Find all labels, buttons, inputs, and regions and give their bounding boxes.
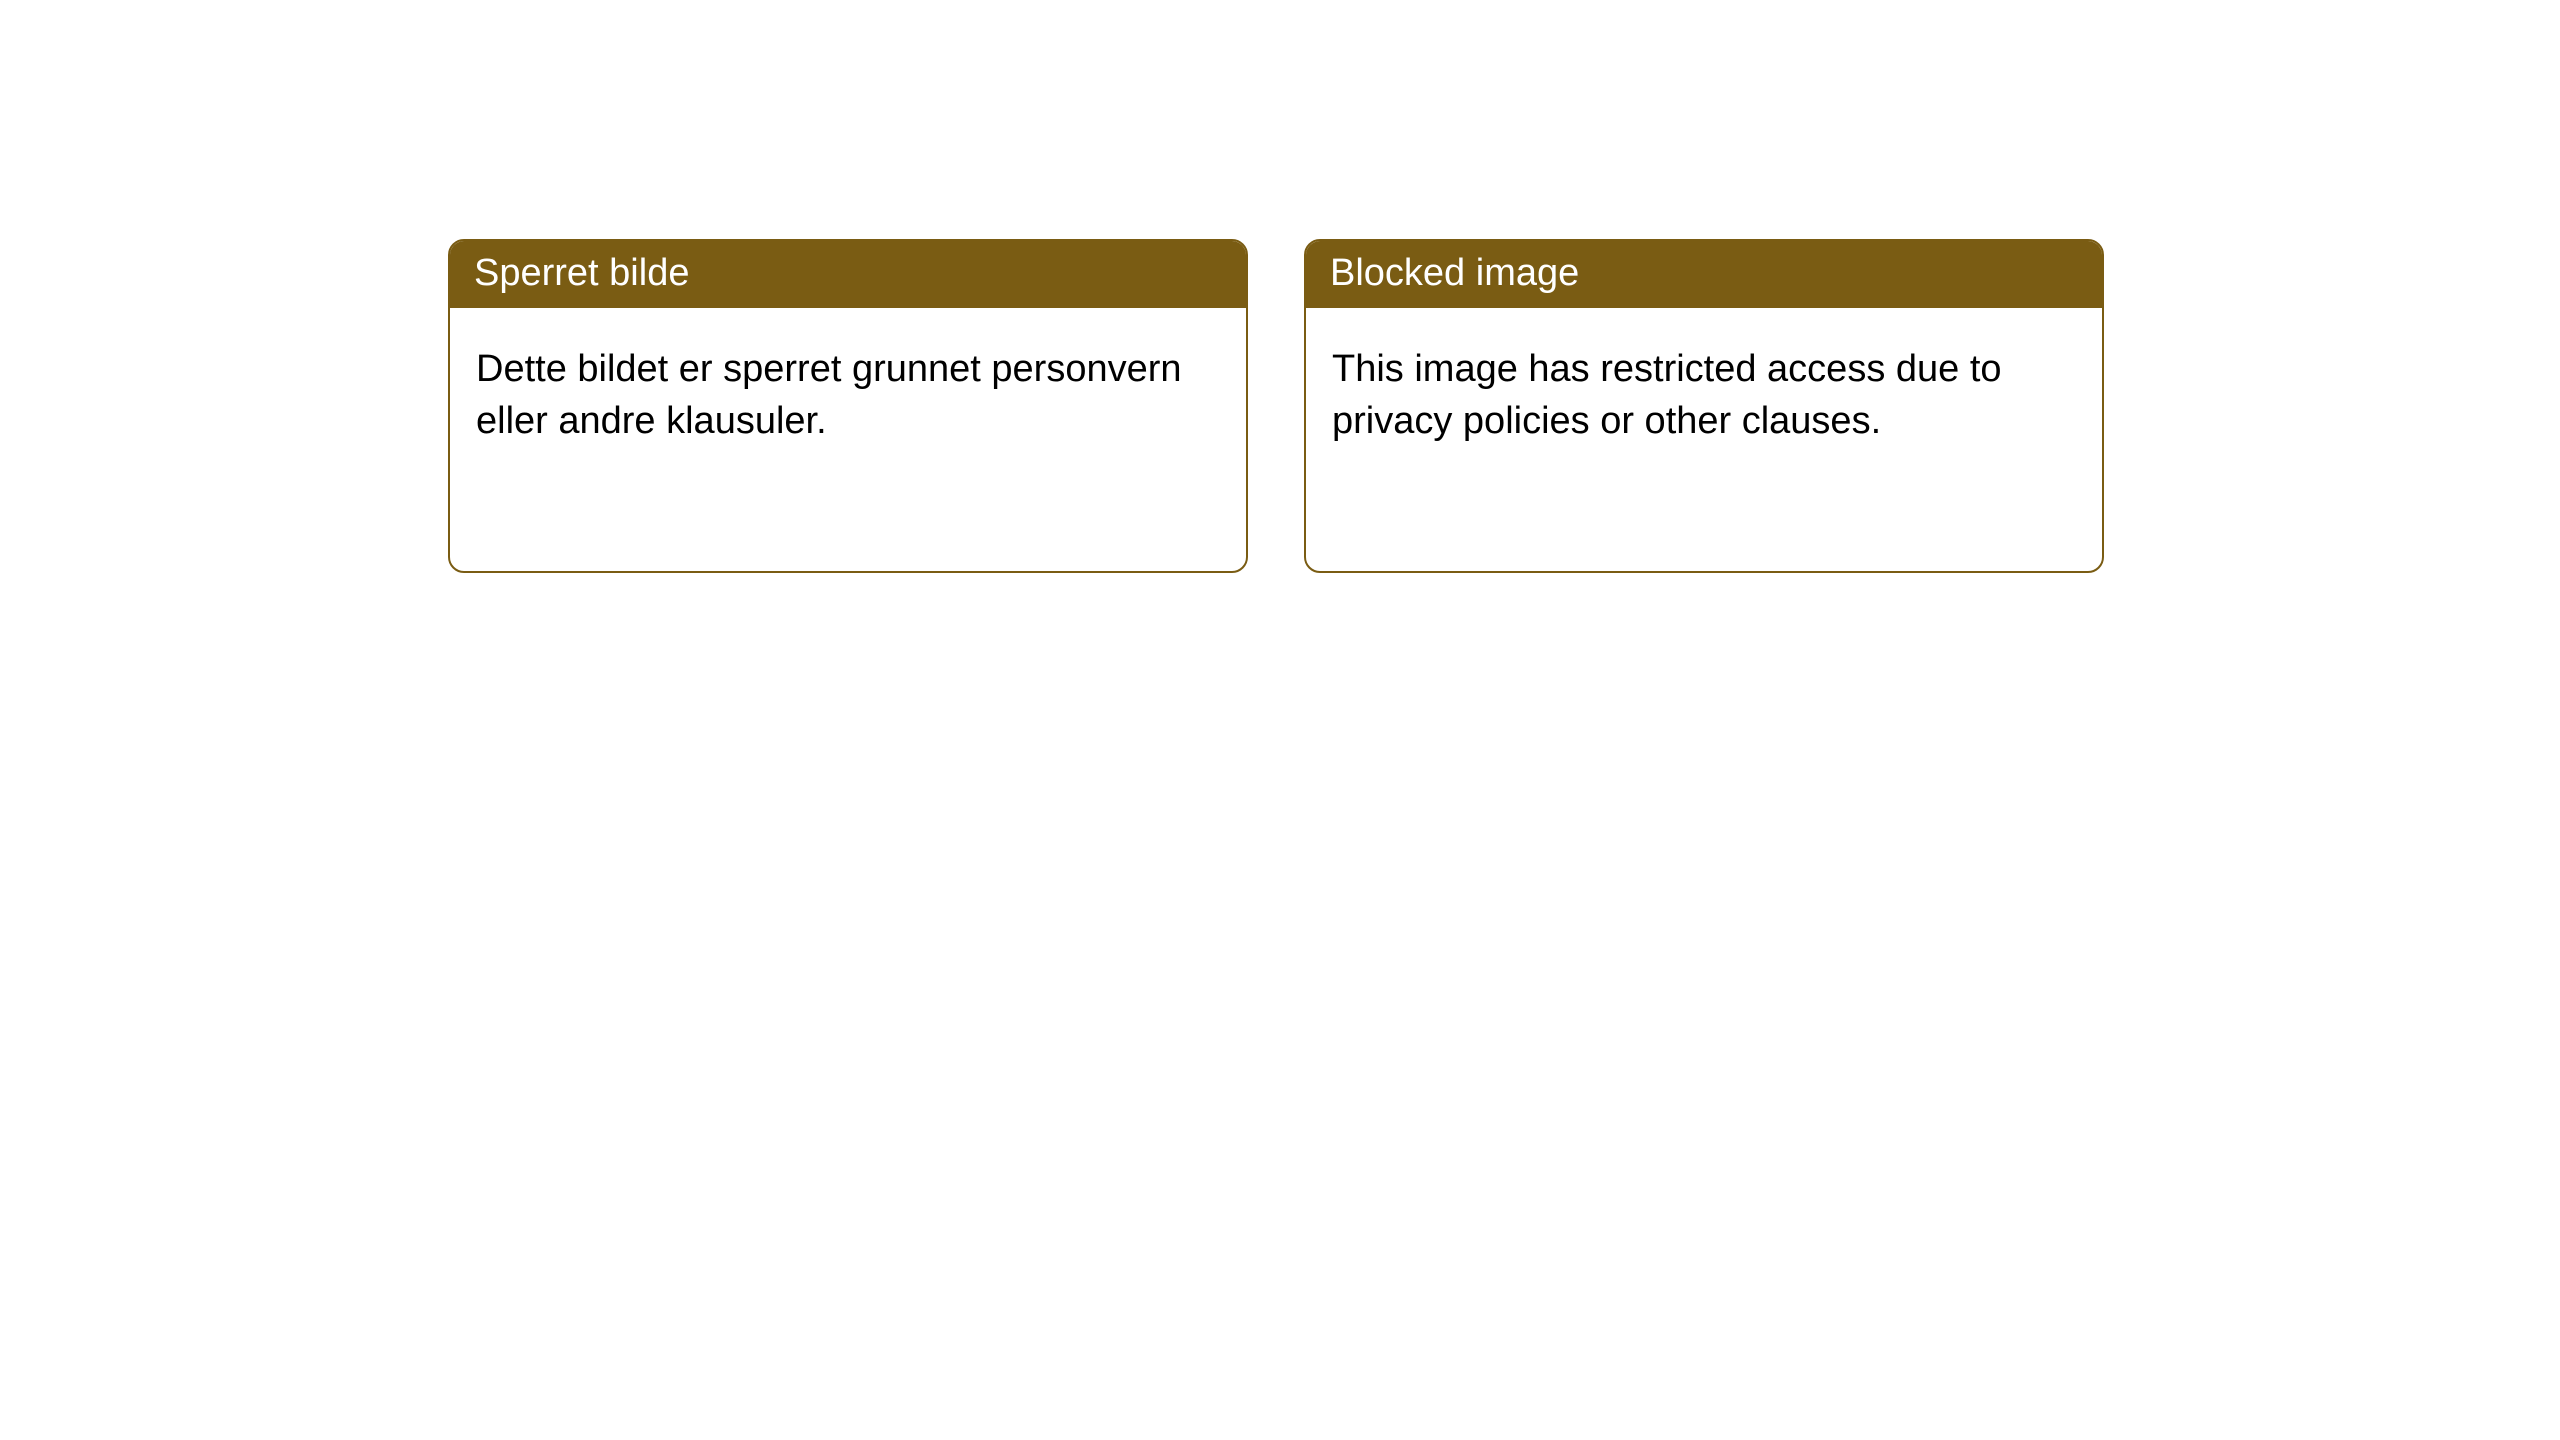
card-title-english: Blocked image [1330,252,1579,294]
card-header-english: Blocked image [1306,241,2102,308]
card-message-norwegian: Dette bildet er sperret grunnet personve… [476,348,1182,441]
card-body-english: This image has restricted access due to … [1306,308,2102,483]
card-header-norwegian: Sperret bilde [450,241,1246,308]
notice-container: Sperret bilde Dette bildet er sperret gr… [0,0,2560,573]
card-body-norwegian: Dette bildet er sperret grunnet personve… [450,308,1246,483]
blocked-image-card-norwegian: Sperret bilde Dette bildet er sperret gr… [448,239,1248,573]
card-title-norwegian: Sperret bilde [474,252,689,294]
card-message-english: This image has restricted access due to … [1332,348,2002,441]
blocked-image-card-english: Blocked image This image has restricted … [1304,239,2104,573]
